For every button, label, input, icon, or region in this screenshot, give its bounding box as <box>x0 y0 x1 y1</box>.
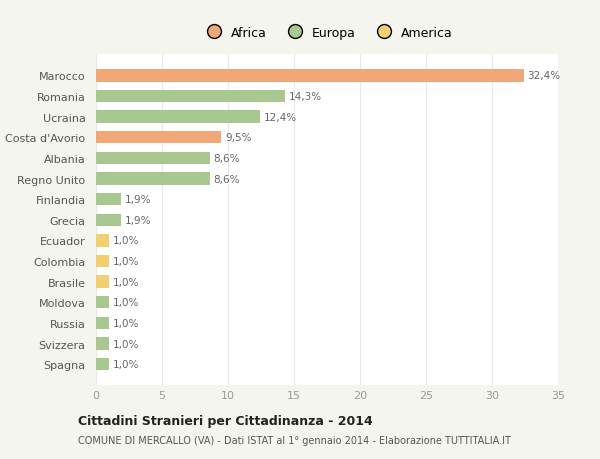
Bar <box>96 235 109 247</box>
Bar <box>96 338 109 350</box>
Text: 32,4%: 32,4% <box>527 71 561 81</box>
Bar <box>96 214 121 226</box>
Text: 1,9%: 1,9% <box>125 195 152 205</box>
Text: 1,0%: 1,0% <box>113 277 140 287</box>
Bar <box>96 358 109 370</box>
Text: 14,3%: 14,3% <box>289 92 322 102</box>
Bar <box>96 317 109 330</box>
Bar <box>96 255 109 268</box>
Bar <box>96 91 285 103</box>
Bar <box>96 194 121 206</box>
Text: 9,5%: 9,5% <box>226 133 252 143</box>
Text: 1,0%: 1,0% <box>113 359 140 369</box>
Text: 12,4%: 12,4% <box>263 112 297 123</box>
Text: 8,6%: 8,6% <box>214 174 240 184</box>
Text: COMUNE DI MERCALLO (VA) - Dati ISTAT al 1° gennaio 2014 - Elaborazione TUTTITALI: COMUNE DI MERCALLO (VA) - Dati ISTAT al … <box>78 435 511 445</box>
Bar <box>96 173 209 185</box>
Bar <box>96 297 109 309</box>
Bar <box>96 70 524 83</box>
Text: 8,6%: 8,6% <box>214 154 240 163</box>
Bar <box>96 152 209 165</box>
Bar <box>96 276 109 288</box>
Text: 1,9%: 1,9% <box>125 215 152 225</box>
Text: 1,0%: 1,0% <box>113 257 140 267</box>
Legend: Africa, Europa, America: Africa, Europa, America <box>196 22 458 45</box>
Text: Cittadini Stranieri per Cittadinanza - 2014: Cittadini Stranieri per Cittadinanza - 2… <box>78 414 373 428</box>
Text: 1,0%: 1,0% <box>113 318 140 328</box>
Text: 1,0%: 1,0% <box>113 236 140 246</box>
Text: 1,0%: 1,0% <box>113 297 140 308</box>
Bar <box>96 111 260 123</box>
Text: 1,0%: 1,0% <box>113 339 140 349</box>
Bar <box>96 132 221 144</box>
